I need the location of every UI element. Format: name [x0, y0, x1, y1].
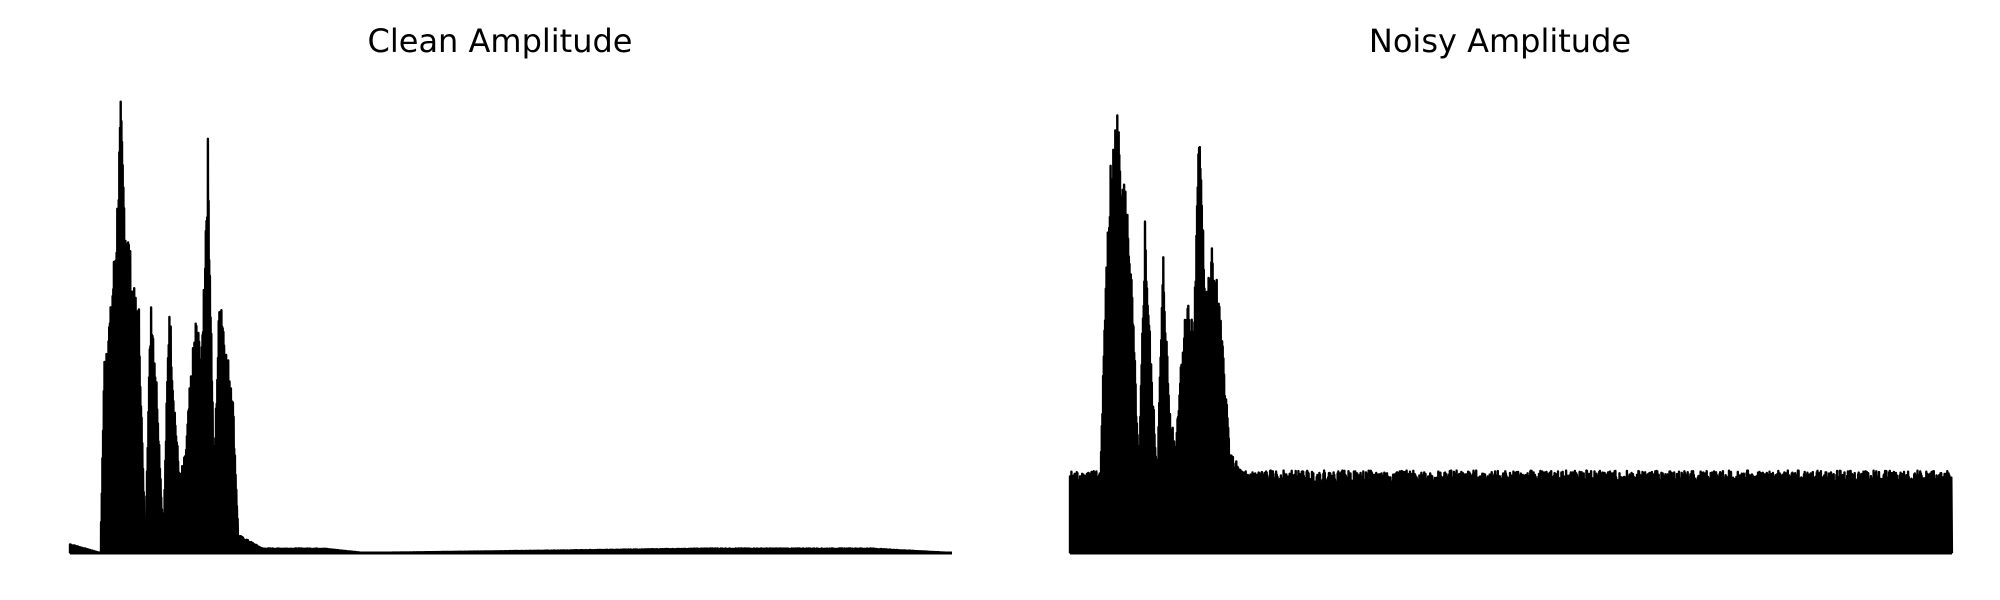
plot-area-noisy	[1068, 114, 1954, 555]
plot-area-clean	[68, 100, 953, 555]
chart-panel-clean: Clean Amplitude	[68, 22, 953, 555]
series-line-amplitude	[68, 100, 953, 555]
series-line-amplitude	[1068, 114, 1954, 555]
chart-panel-noisy: Noisy Amplitude	[1000, 0, 2000, 600]
chart-title: Clean Amplitude	[367, 22, 633, 60]
chart-title: Noisy Amplitude	[1368, 22, 1632, 60]
